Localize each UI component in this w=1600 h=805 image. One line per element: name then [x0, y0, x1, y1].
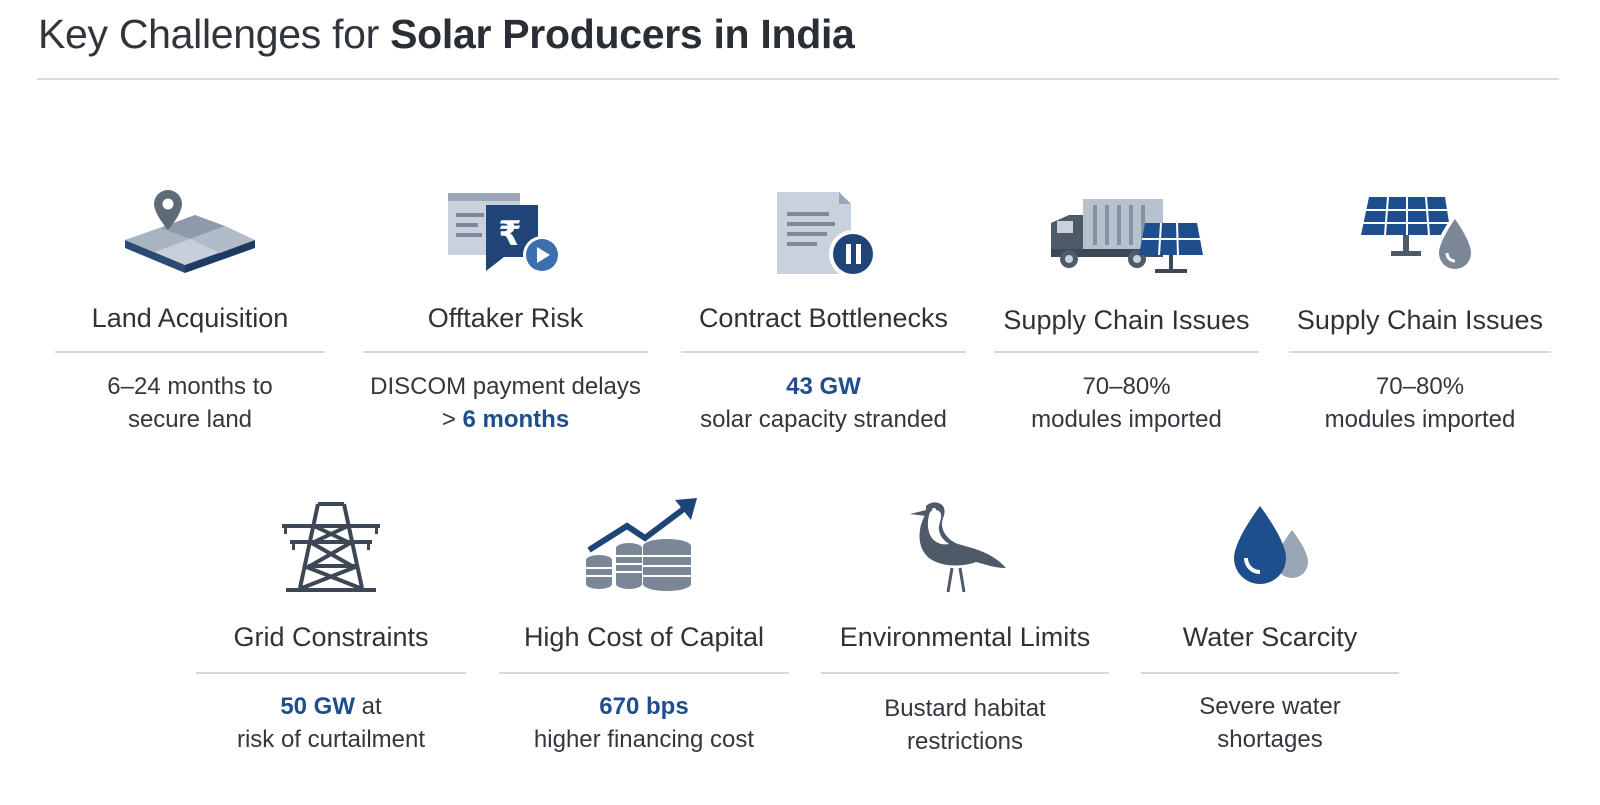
challenge-card-water: Water Scarcity Severe water shortages: [1141, 500, 1399, 770]
challenge-card-grid: Grid Constraints 50 GW at risk of curtai…: [196, 500, 466, 770]
card-divider: [1141, 672, 1399, 674]
card-heading: High Cost of Capital: [523, 622, 765, 652]
card-divider: [196, 672, 466, 674]
rupee-document-icon: ₹: [447, 193, 561, 274]
desc-line-1: Bustard habitat: [884, 695, 1046, 722]
bustard-bird-icon: [910, 502, 1006, 593]
desc-prefix: >: [441, 406, 463, 433]
card-divider: [363, 351, 648, 353]
card-divider: [1289, 351, 1551, 353]
challenge-card-contract: Contract Bottlenecks 43 GW solar capacit…: [681, 185, 966, 445]
card-description: Bustard habitat restrictions: [821, 692, 1109, 758]
desc-highlight: 6 months: [462, 406, 570, 433]
card-heading: Land Acquisition: [91, 303, 289, 333]
title-bold: Solar Producers in India: [390, 11, 855, 57]
paused-contract-icon: [776, 192, 877, 278]
card-description: DISCOM payment delays > 6 months: [363, 370, 648, 436]
challenge-card-land: Land Acquisition 6–24 months to secure l…: [55, 185, 325, 445]
card-heading: Contract Bottlenecks: [698, 303, 949, 333]
desc-line-2: > 6 months: [363, 403, 648, 436]
svg-text:₹: ₹: [498, 214, 522, 254]
card-divider: [55, 351, 325, 353]
desc-line-1: 70–80%: [1082, 373, 1171, 400]
desc-line-2: shortages: [1217, 726, 1323, 753]
desc-suffix: at: [355, 693, 382, 720]
desc-line-1: DISCOM payment delays: [370, 373, 641, 400]
map-pin-land-icon: [125, 190, 255, 273]
desc-line-2: modules imported: [1324, 406, 1516, 433]
desc-line-2: modules imported: [1031, 406, 1222, 433]
desc-line-1: 6–24 months to: [107, 373, 273, 400]
coins-trend-up-icon: [586, 498, 697, 591]
card-heading: Grid Constraints: [233, 622, 429, 652]
card-description: 70–80% modules imported: [1289, 370, 1551, 436]
challenge-card-supply-chain-2: Supply Chain Issues 70–80% modules impor…: [1289, 185, 1551, 445]
title-divider: [37, 78, 1559, 80]
card-heading: Supply Chain Issues: [1003, 305, 1250, 335]
card-heading: Water Scarcity: [1182, 622, 1358, 652]
solar-panel-water-drop-icon: [1361, 196, 1475, 273]
desc-line-1: Severe water: [1199, 693, 1341, 720]
card-description: 670 bps higher financing cost: [499, 690, 789, 756]
water-drops-icon: [1234, 506, 1308, 584]
desc-highlight: 43 GW: [786, 373, 861, 400]
card-divider: [681, 351, 966, 353]
card-heading: Offtaker Risk: [427, 303, 584, 333]
card-divider: [994, 351, 1259, 353]
card-divider: [821, 672, 1109, 674]
page-title: Key Challenges for Solar Producers in In…: [38, 8, 855, 61]
truck-solar-panel-icon: [1050, 199, 1203, 273]
card-description: 6–24 months to secure land: [55, 370, 325, 436]
card-description: 50 GW at risk of curtailment: [196, 690, 466, 756]
desc-line-1: 70–80%: [1375, 373, 1465, 400]
desc-line-1: 50 GW at: [196, 690, 466, 723]
challenge-card-capital: High Cost of Capital 670 bps higher fina…: [499, 498, 789, 770]
transmission-tower-icon: [282, 502, 380, 592]
desc-line-2: secure land: [127, 406, 253, 433]
card-divider: [499, 672, 789, 674]
desc-line-2: risk of curtailment: [236, 726, 426, 753]
title-plain: Key Challenges for: [38, 11, 380, 57]
desc-highlight: 670 bps: [599, 693, 689, 720]
card-description: 70–80% modules imported: [994, 370, 1259, 436]
desc-line-2: restrictions: [906, 728, 1024, 755]
challenge-card-supply-chain-1: Supply Chain Issues 70–80% modules impor…: [994, 185, 1259, 445]
card-heading: Environmental Limits: [839, 622, 1091, 652]
desc-highlight: 50 GW: [280, 693, 355, 720]
challenge-card-environment: Environmental Limits Bustard habitat res…: [821, 500, 1109, 770]
card-heading: Supply Chain Issues: [1296, 305, 1544, 335]
desc-line-2: solar capacity stranded: [700, 406, 947, 433]
challenge-card-offtaker: ₹ Offtaker Risk DISCOM payment delays > …: [363, 185, 648, 445]
desc-line-2: higher financing cost: [533, 726, 755, 753]
card-description: Severe water shortages: [1141, 690, 1399, 756]
card-description: 43 GW solar capacity stranded: [681, 370, 966, 436]
